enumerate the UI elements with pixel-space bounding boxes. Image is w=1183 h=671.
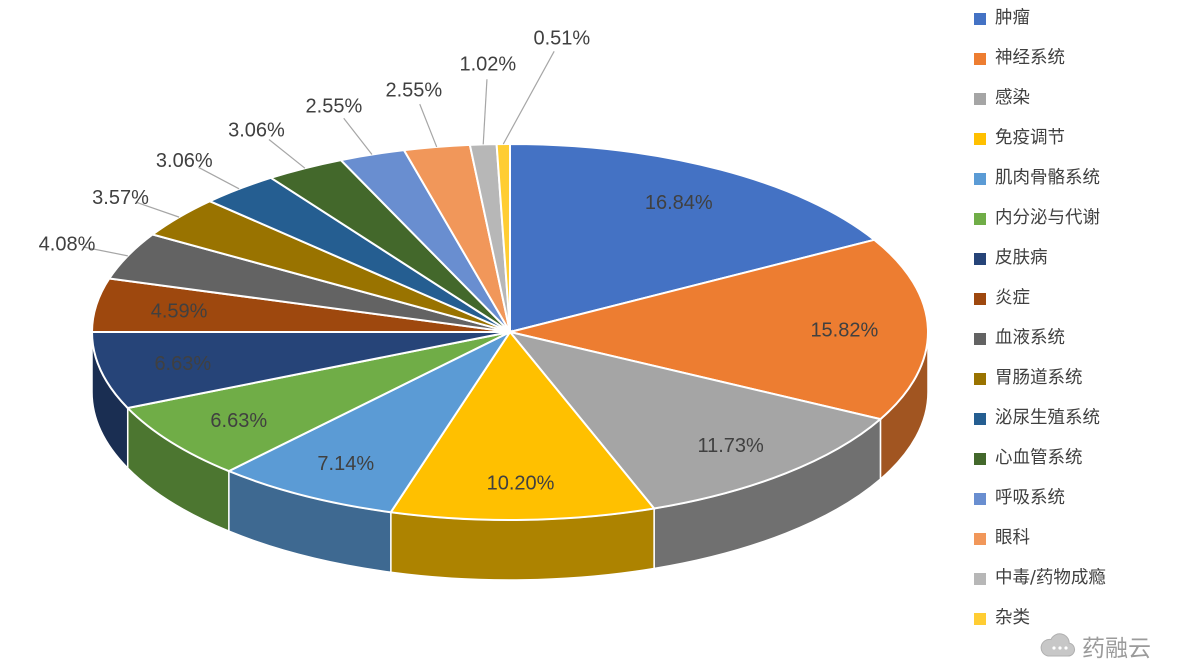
legend-item: 血液系统 <box>974 328 1106 349</box>
legend-label: 胃肠道系统 <box>995 368 1083 388</box>
pie-slice <box>509 142 877 334</box>
legend-label: 泌尿生殖系统 <box>995 408 1100 428</box>
legend-item: 内分泌与代谢 <box>974 208 1106 229</box>
legend-swatch <box>974 212 986 225</box>
leader-line <box>198 166 240 190</box>
legend-label: 内分泌与代谢 <box>995 208 1100 228</box>
legend-item: 泌尿生殖系统 <box>974 408 1106 429</box>
leader-line <box>343 117 373 155</box>
legend-item: 感染 <box>974 88 1106 109</box>
legend-label: 中毒/药物成瘾 <box>995 568 1106 588</box>
legend-swatch <box>974 172 986 185</box>
data-label: 2.55% <box>386 79 443 101</box>
pie-slice <box>90 330 511 410</box>
leader-line <box>482 79 488 145</box>
legend-label: 免疫调节 <box>995 128 1065 148</box>
data-label: 16.84% <box>645 192 713 214</box>
legend-swatch <box>974 292 986 305</box>
legend-label: 感染 <box>995 88 1030 108</box>
data-label: 6.63% <box>154 353 211 375</box>
leader-line <box>502 51 555 145</box>
data-label: 11.73% <box>697 435 764 457</box>
data-label: 6.63% <box>210 410 267 432</box>
data-label: 4.08% <box>39 234 96 256</box>
legend-label: 呼吸系统 <box>995 488 1065 508</box>
legend-label: 眼科 <box>995 528 1030 548</box>
cloud-logo-icon <box>1040 633 1076 657</box>
legend-swatch <box>974 92 986 105</box>
data-label: 2.55% <box>306 96 363 118</box>
pie-slice <box>495 142 511 333</box>
pie-slice <box>389 330 656 521</box>
leader-line <box>135 201 180 218</box>
data-label: 0.51% <box>534 27 591 49</box>
data-label: 7.14% <box>317 453 374 475</box>
legend-swatch <box>974 12 986 25</box>
legend-label: 肌肉骨骼系统 <box>995 168 1100 188</box>
pie-slice <box>125 331 511 473</box>
legend-swatch <box>974 572 986 585</box>
legend-item: 心血管系统 <box>974 448 1106 469</box>
data-label: 1.02% <box>460 53 517 75</box>
data-label: 3.57% <box>92 187 149 209</box>
leader-line <box>419 103 438 148</box>
legend-label: 血液系统 <box>995 328 1065 348</box>
legend-item: 皮肤病 <box>974 248 1106 269</box>
legend-item: 神经系统 <box>974 48 1106 69</box>
data-label: 3.06% <box>156 150 213 172</box>
data-label: 3.06% <box>228 119 285 141</box>
data-label: 15.82% <box>810 320 878 342</box>
legend-item: 胃肠道系统 <box>974 368 1106 389</box>
legend-swatch <box>974 612 986 625</box>
legend-item: 眼科 <box>974 528 1106 549</box>
legend-label: 肿瘤 <box>995 8 1030 28</box>
pie-slice <box>226 329 513 514</box>
watermark-text: 药融云 <box>1082 636 1151 662</box>
legend-swatch <box>974 52 986 65</box>
legend-label: 杂类 <box>995 608 1030 628</box>
data-label: 10.20% <box>487 472 555 494</box>
leader-line <box>268 139 306 169</box>
legend-swatch <box>974 452 986 465</box>
legend-item: 呼吸系统 <box>974 488 1106 509</box>
legend-item: 炎症 <box>974 288 1106 309</box>
pie-slice <box>509 238 929 421</box>
legend-label: 心血管系统 <box>995 448 1083 468</box>
legend-item: 肿瘤 <box>974 8 1106 29</box>
data-label: 4.59% <box>151 300 208 322</box>
legend-swatch <box>974 252 986 265</box>
legend-swatch <box>974 332 986 345</box>
legend-item: 肌肉骨骼系统 <box>974 168 1106 189</box>
legend-swatch <box>974 492 986 505</box>
legend-label: 神经系统 <box>995 48 1065 68</box>
legend-swatch <box>974 532 986 545</box>
pie-slice <box>507 330 883 510</box>
legend-swatch <box>974 132 986 145</box>
legend-label: 皮肤病 <box>995 248 1048 268</box>
legend-swatch <box>974 372 986 385</box>
legend-item: 免疫调节 <box>974 128 1106 149</box>
leader-line <box>82 246 128 257</box>
legend-item: 杂类 <box>974 608 1106 629</box>
legend: 肿瘤神经系统感染免疫调节肌肉骨骼系统 内分泌与代谢 皮肤病炎症血液系统胃肠道系统泌尿… <box>974 8 1106 629</box>
legend-item: 中毒/药物成瘾 <box>974 568 1106 589</box>
legend-swatch <box>974 412 986 425</box>
pie-chart: 16.84% 15.82% 11.73% 10.20% 7.14% 6.63% 6.63% 4… <box>39 27 929 581</box>
watermark: 药融云 <box>1035 627 1155 665</box>
legend-label: 炎症 <box>995 288 1030 308</box>
